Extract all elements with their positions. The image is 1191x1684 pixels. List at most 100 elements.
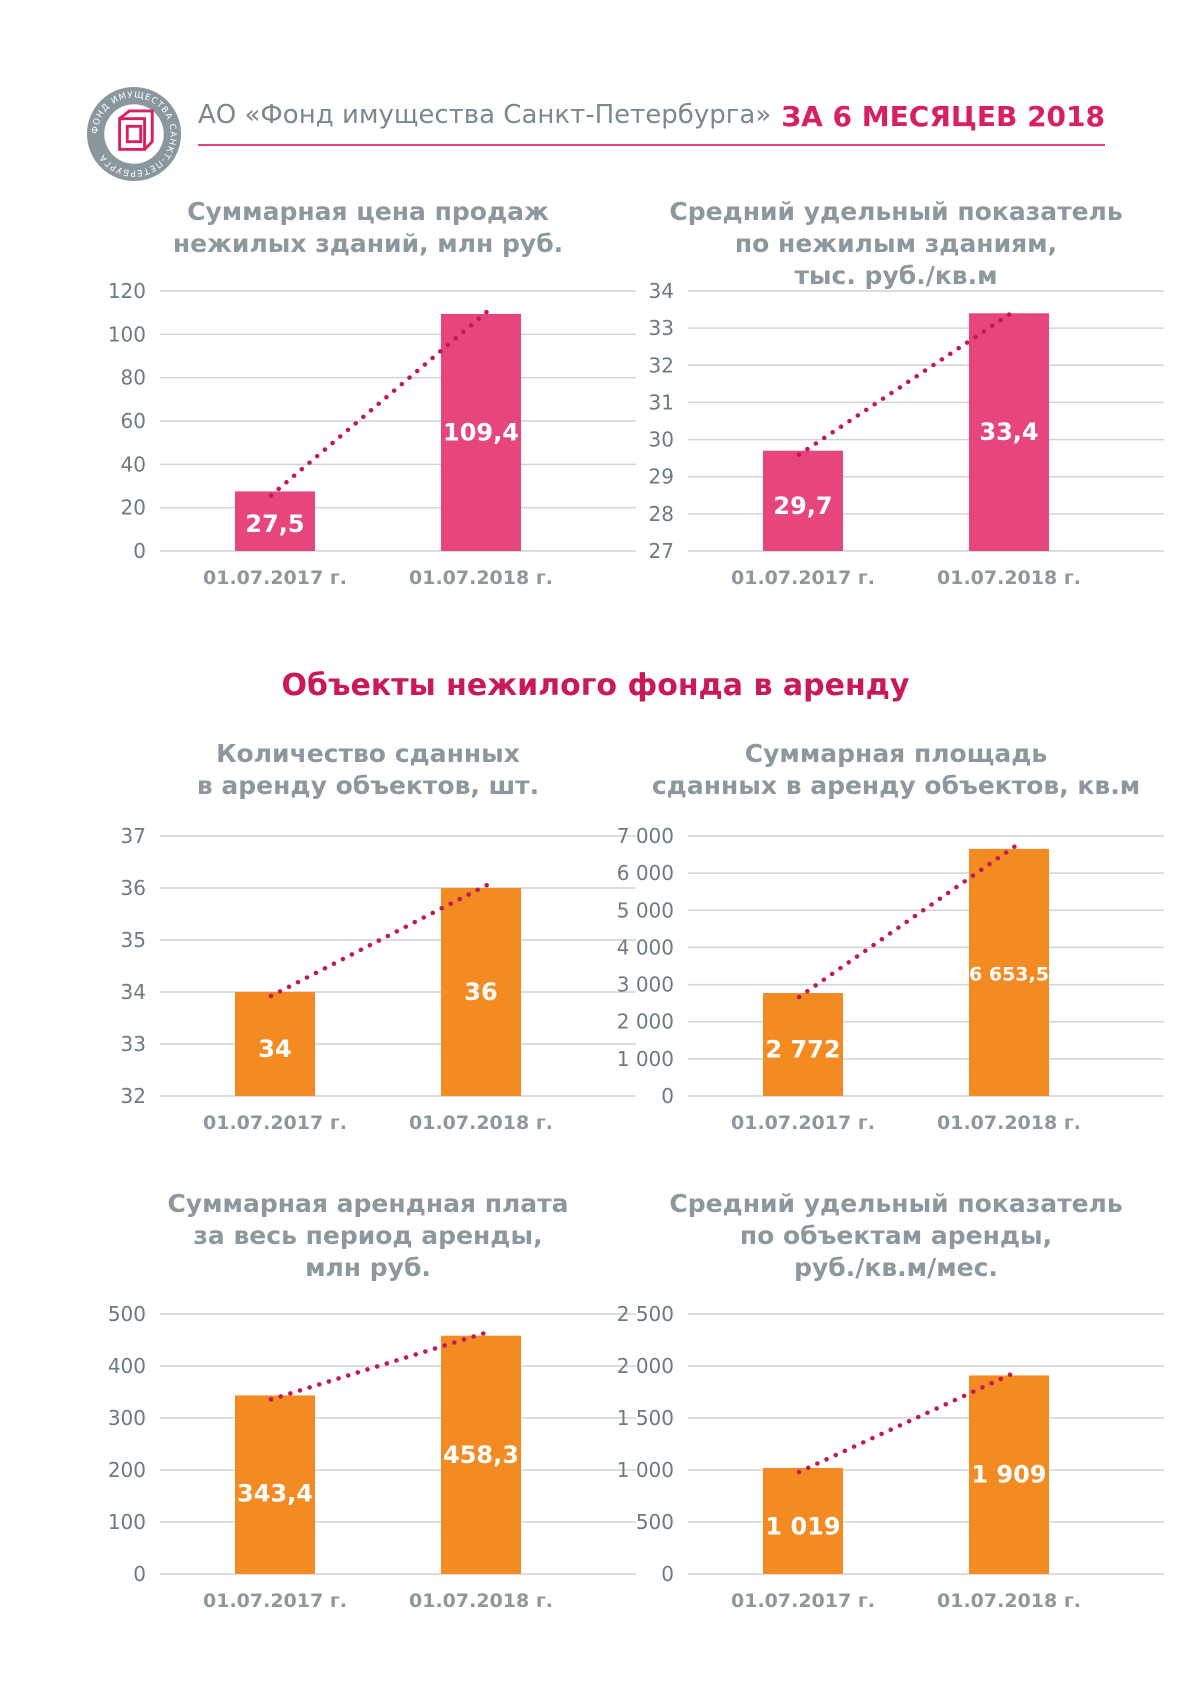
- bar: [235, 992, 315, 1096]
- chart-plot: 0 1 000 2 000 3 000 4 000 5 000 6 000 7 000 2 77…: [617, 824, 1164, 1134]
- y-tick-label: 30: [649, 428, 674, 452]
- trend-line: [268, 881, 492, 999]
- bar: [969, 1375, 1049, 1574]
- y-tick-label: 33: [121, 1032, 146, 1056]
- y-tick-label: 29: [649, 465, 674, 489]
- y-tick-label: 2 000: [617, 1354, 674, 1378]
- bar: [969, 848, 1049, 1096]
- section-title: Объекты нежилого фонда в аренду: [281, 668, 910, 703]
- y-tick-label: 40: [121, 452, 146, 476]
- data-label: 34: [258, 1035, 291, 1063]
- y-tick-label: 32: [649, 353, 674, 377]
- y-tick-label: 100: [108, 322, 146, 346]
- y-tick-label: 27: [649, 539, 674, 563]
- y-tick-label: 1 000: [617, 1047, 674, 1071]
- y-tick-label: 37: [121, 824, 146, 848]
- header-divider: [198, 144, 1105, 146]
- trend-line: [796, 307, 1020, 457]
- chart-title: Суммарная арендная плата за весь период …: [167, 1189, 569, 1282]
- chart-plot: 32 33 34 35 36 37 34 36 01.07.2017 г. 01.07.2018 …: [121, 824, 636, 1134]
- bar: [441, 1335, 521, 1574]
- y-tick-label: 0: [133, 539, 146, 563]
- y-tick-label: 31: [649, 390, 674, 414]
- organization-name: АО «Фонд имущества Санкт-Петербурга»: [198, 100, 772, 130]
- y-tick-label: 80: [121, 366, 146, 390]
- bar: [763, 450, 843, 551]
- x-category-label: 01.07.2018 г.: [409, 1590, 553, 1612]
- chart-plot: 0 500 1 000 1 500 2 000 2 500 1 019 1 909 01.07.…: [617, 1302, 1164, 1612]
- y-tick-label: 7 000: [617, 824, 674, 848]
- data-label: 27,5: [245, 510, 304, 538]
- y-tick-label: 60: [121, 409, 146, 433]
- trend-line: [268, 1329, 492, 1402]
- chart-plot: 0 100 200 300 400 500 343,4 458,3 01.07.2017 г. 0…: [108, 1302, 636, 1612]
- x-category-label: 01.07.2017 г.: [731, 1590, 875, 1612]
- bar: [969, 313, 1049, 551]
- trend-line: [796, 1369, 1020, 1475]
- data-label: 29,7: [773, 492, 832, 520]
- x-category-label: 01.07.2018 г.: [409, 1112, 553, 1134]
- bar: [235, 491, 315, 551]
- report-period: ЗА 6 МЕСЯЦЕВ 2018: [781, 100, 1105, 133]
- y-tick-label: 2 000: [617, 1010, 674, 1034]
- bar: [235, 1395, 315, 1574]
- x-category-label: 01.07.2018 г.: [937, 1590, 1081, 1612]
- y-tick-label: 1 000: [617, 1458, 674, 1482]
- data-label: 2 772: [765, 1036, 840, 1064]
- data-label: 1 909: [971, 1461, 1046, 1489]
- data-label: 343,4: [237, 1480, 313, 1508]
- bar: [441, 313, 521, 551]
- y-tick-label: 200: [108, 1458, 146, 1482]
- y-tick-label: 0: [661, 1562, 674, 1586]
- y-tick-label: 0: [661, 1084, 674, 1108]
- y-tick-label: 32: [121, 1084, 146, 1108]
- y-tick-label: 20: [121, 496, 146, 520]
- y-tick-label: 28: [649, 502, 674, 526]
- bar: [441, 888, 521, 1096]
- y-tick-label: 36: [121, 876, 146, 900]
- bar: [763, 1468, 843, 1574]
- x-category-label: 01.07.2018 г.: [937, 567, 1081, 589]
- x-category-label: 01.07.2017 г.: [731, 1112, 875, 1134]
- y-tick-label: 500: [636, 1510, 674, 1534]
- data-label: 33,4: [979, 418, 1038, 446]
- y-tick-label: 34: [649, 279, 674, 303]
- x-category-label: 01.07.2017 г.: [203, 1112, 347, 1134]
- y-tick-label: 34: [121, 980, 146, 1004]
- chart-title: Средний удельный показатель по нежилым з…: [669, 197, 1123, 290]
- y-tick-label: 400: [108, 1354, 146, 1378]
- trend-line: [268, 307, 492, 498]
- chart-title: Суммарная площадь сданных в аренду объек…: [651, 739, 1141, 800]
- data-label: 458,3: [443, 1441, 519, 1469]
- y-tick-label: 1 500: [617, 1406, 674, 1430]
- x-category-label: 01.07.2017 г.: [203, 1590, 347, 1612]
- y-tick-label: 4 000: [617, 935, 674, 959]
- data-label: 36: [464, 978, 497, 1006]
- chart-title: Количество сданных в аренду объектов, шт…: [196, 739, 540, 800]
- data-label: 1 019: [765, 1512, 840, 1540]
- x-category-label: 01.07.2017 г.: [203, 567, 347, 589]
- y-tick-label: 2 500: [617, 1302, 674, 1326]
- y-tick-label: 100: [108, 1510, 146, 1534]
- y-tick-label: 500: [108, 1302, 146, 1326]
- chart-title: Средний удельный показатель по объектам …: [669, 1189, 1123, 1282]
- x-category-label: 01.07.2018 г.: [409, 567, 553, 589]
- x-category-label: 01.07.2018 г.: [937, 1112, 1081, 1134]
- chart-title: Суммарная цена продаж нежилых зданий, мл…: [172, 197, 564, 258]
- y-tick-label: 33: [649, 316, 674, 340]
- y-tick-label: 0: [133, 1562, 146, 1586]
- y-tick-label: 120: [108, 279, 146, 303]
- y-tick-label: 35: [121, 928, 146, 952]
- chart-plot: 0 20 40 60 80 100 120 27,5 109,4 01.07.2017 г. 01.…: [108, 279, 636, 589]
- data-label: 109,4: [443, 418, 519, 446]
- data-label: 6 653,5: [969, 963, 1049, 985]
- company-logo: ФОНД ИМУЩЕСТВА САНКТ-ПЕТЕРБУРГА: [86, 86, 182, 182]
- x-category-label: 01.07.2017 г.: [731, 567, 875, 589]
- y-tick-label: 5 000: [617, 898, 674, 922]
- chart-plot: 27 28 29 30 31 32 33 34 29,7 33,4 01.07.2017 г. 01.…: [649, 279, 1164, 589]
- trend-line: [796, 842, 1020, 1000]
- y-tick-label: 3 000: [617, 973, 674, 997]
- y-tick-label: 6 000: [617, 861, 674, 885]
- y-tick-label: 300: [108, 1406, 146, 1430]
- bar: [763, 993, 843, 1096]
